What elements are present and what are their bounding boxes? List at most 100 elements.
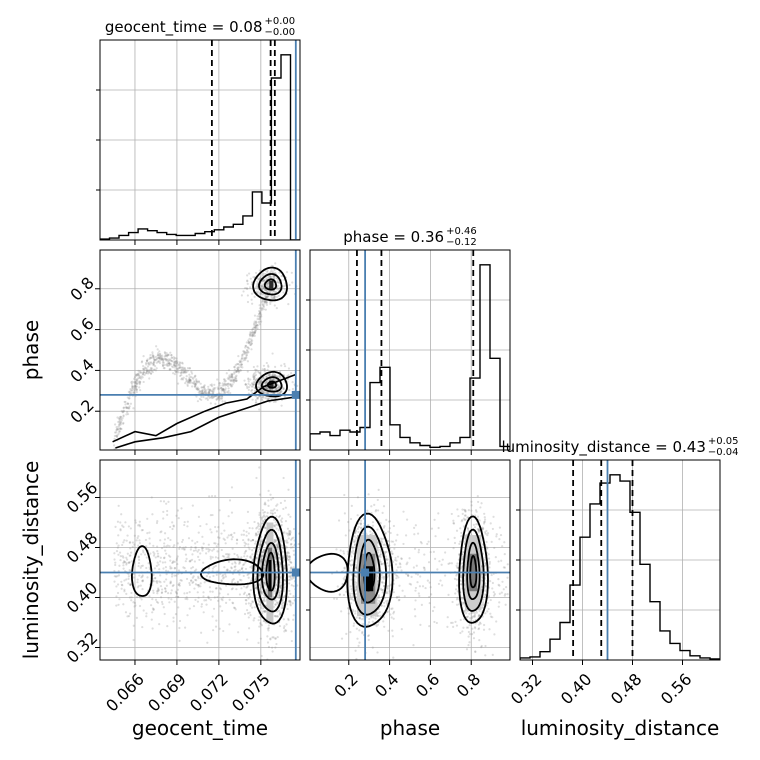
sample-point [156,520,159,523]
sample-point [169,580,172,583]
sample-point [187,379,191,382]
sample-point [288,530,291,533]
sample-point [450,621,453,624]
sample-point [213,596,216,599]
sample-point [226,390,229,394]
sample-point [147,369,150,372]
sample-point [214,625,218,628]
sample-point [459,574,463,577]
sample-point [392,524,395,528]
sample-point [176,367,180,371]
sample-point [171,561,174,565]
sample-point [134,521,137,524]
sample-point [161,602,164,606]
sample-point [264,296,268,299]
sample-point [389,583,392,586]
sample-point [503,541,506,544]
sample-point [436,568,439,571]
sample-point [253,334,256,337]
sample-point [129,583,133,586]
sample-point [244,549,248,553]
sample-point [226,593,230,596]
sample-point [130,391,133,395]
sample-point [349,592,352,595]
sample-point [274,262,277,265]
sample-point [264,386,267,390]
sample-point [235,370,238,373]
sample-point [370,505,373,508]
sample-point [170,567,173,570]
sample-point [511,618,513,620]
sample-point [483,516,486,519]
sample-point [249,340,253,343]
sample-point [175,595,178,598]
sample-point [285,603,289,606]
sample-point [254,329,257,332]
sample-point [376,528,379,531]
sample-point [484,589,487,592]
sample-point [258,511,261,514]
sample-point [170,356,173,359]
sample-point [226,569,229,572]
sample-point [118,422,121,425]
sample-point [138,525,142,528]
sample-point [140,360,144,363]
sample-point [146,358,149,361]
sample-point [112,444,116,447]
sample-point [125,539,128,542]
sample-point [542,569,544,571]
sample-point [443,574,447,577]
sample-point [262,520,265,523]
sample-point [115,429,118,432]
sample-point [481,526,484,529]
sample-point [257,602,260,606]
sample-point [173,574,176,577]
sample-point [236,554,239,557]
sample-point [135,616,138,619]
sample-point [173,566,177,570]
sample-point [242,359,245,362]
sample-point [122,556,125,559]
sample-point [262,549,266,552]
sample-point [133,388,136,392]
sample-point [255,320,258,323]
sample-point [149,366,152,370]
sample-point [234,562,237,565]
sample-point [287,534,290,537]
sample-point [355,589,358,592]
sample-point [151,513,154,516]
sample-point [119,417,123,420]
sample-point [281,605,284,608]
sample-point [273,392,276,395]
sample-point [289,576,292,579]
sample-point [511,587,513,589]
sample-point [159,354,162,358]
sample-point [200,398,203,401]
sample-point [257,525,260,528]
sample-point [157,360,160,363]
sample-point [278,386,281,389]
sample-point [217,556,220,560]
sample-point [162,359,165,362]
sample-point [267,379,270,382]
sample-point [158,361,162,365]
sample-point [168,362,171,365]
sample-point [274,584,278,587]
sample-point [238,561,242,564]
sample-point [230,533,233,536]
sample-point [163,363,166,366]
sample-point [286,558,289,561]
sample-point [167,359,170,362]
sample-point [224,573,227,576]
sample-point [137,584,140,588]
sample-point [117,432,120,435]
sample-point [358,616,361,620]
sample-point [377,509,380,512]
sample-point [222,573,225,577]
sample-point [192,580,195,584]
sample-point [223,390,226,394]
sample-point [289,530,292,533]
sample-point [500,591,503,594]
sample-point [162,606,165,609]
sample-point [280,364,283,367]
